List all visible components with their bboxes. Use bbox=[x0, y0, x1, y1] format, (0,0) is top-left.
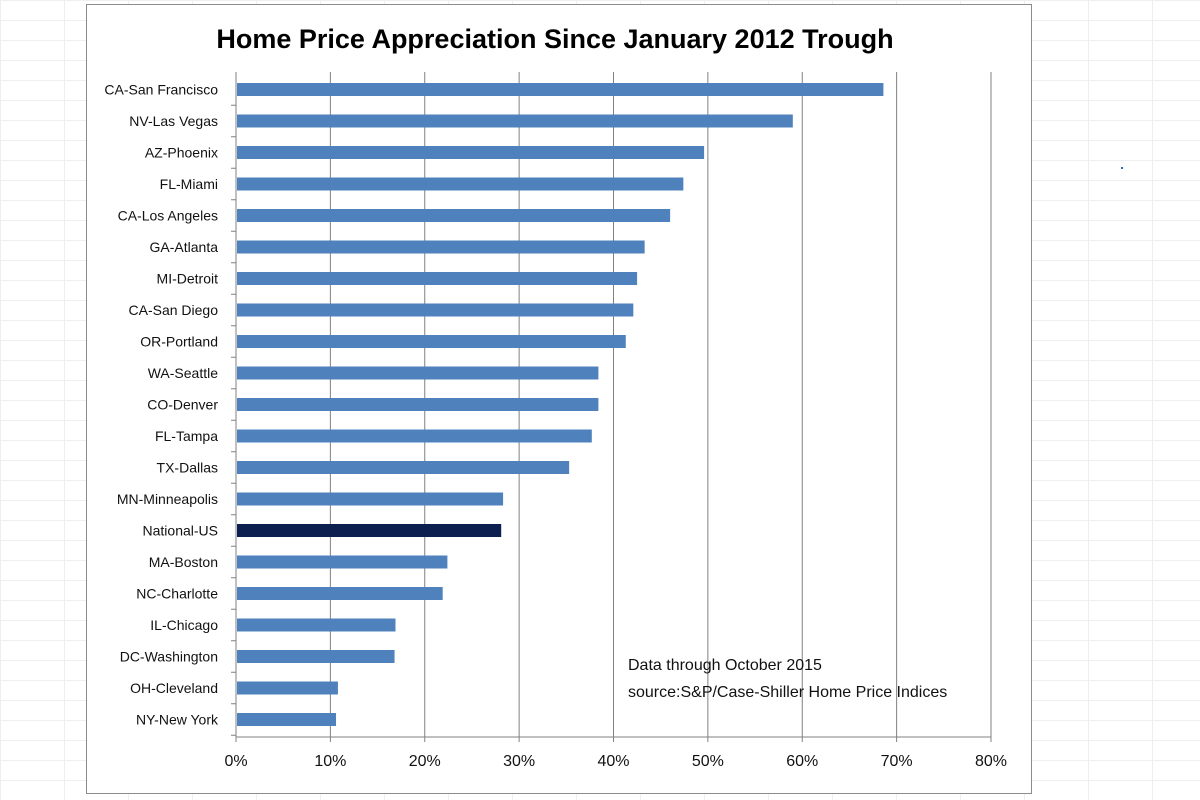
bar-ma-boston bbox=[237, 555, 448, 569]
category-label: CA-Los Angeles bbox=[118, 208, 218, 224]
chart-title: Home Price Appreciation Since January 20… bbox=[216, 24, 893, 54]
x-tick-label: 0% bbox=[224, 753, 247, 770]
bar-nv-las-vegas bbox=[237, 114, 793, 128]
x-tick-label: 10% bbox=[314, 753, 346, 770]
category-label: AZ-Phoenix bbox=[145, 145, 218, 161]
bars bbox=[237, 83, 884, 726]
bar-tx-dallas bbox=[237, 461, 570, 474]
category-label: CA-San Francisco bbox=[104, 82, 218, 98]
bar-wa-seattle bbox=[237, 366, 599, 380]
category-label: NV-Las Vegas bbox=[129, 113, 218, 129]
bar-mn-minneapolis bbox=[237, 492, 504, 506]
x-tick-label: 70% bbox=[881, 753, 913, 770]
category-label: MI-Detroit bbox=[157, 271, 219, 287]
bar-ca-san-francisco bbox=[237, 83, 884, 96]
x-tick-label: 80% bbox=[975, 753, 1007, 770]
category-label: GA-Atlanta bbox=[150, 239, 219, 255]
category-label: CO-Denver bbox=[147, 397, 218, 413]
category-label: MA-Boston bbox=[149, 554, 218, 570]
category-label: OR-Portland bbox=[140, 334, 218, 350]
bar-ny-new-york bbox=[237, 713, 337, 726]
category-label: DC-Washington bbox=[120, 649, 218, 665]
category-label: TX-Dallas bbox=[157, 460, 218, 476]
bar-ca-san-diego bbox=[237, 303, 634, 317]
annotation-data-through: Data through October 2015 bbox=[628, 657, 822, 674]
bar-fl-miami bbox=[237, 177, 684, 191]
category-label: NY-New York bbox=[136, 712, 219, 728]
x-tick-label: 40% bbox=[597, 753, 629, 770]
bar-fl-tampa bbox=[237, 429, 592, 443]
category-label: IL-Chicago bbox=[150, 617, 218, 633]
bar-nc-charlotte bbox=[237, 587, 443, 600]
category-label: National-US bbox=[143, 523, 218, 539]
bar-dc-washington bbox=[237, 650, 395, 663]
category-label: CA-San Diego bbox=[129, 302, 219, 318]
bar-or-portland bbox=[237, 335, 626, 348]
bar-ga-atlanta bbox=[237, 240, 645, 254]
x-tick-label: 50% bbox=[692, 753, 724, 770]
x-tick-label: 20% bbox=[409, 753, 441, 770]
annotation-source: source:S&P/Case-Shiller Home Price Indic… bbox=[628, 684, 947, 701]
x-tick-label: 60% bbox=[786, 753, 818, 770]
category-label: OH-Cleveland bbox=[130, 680, 218, 696]
bar-ca-los-angeles bbox=[237, 209, 671, 222]
category-label: NC-Charlotte bbox=[136, 586, 218, 602]
bar-co-denver bbox=[237, 398, 599, 411]
category-label: FL-Miami bbox=[160, 176, 218, 192]
bar-il-chicago bbox=[237, 618, 396, 632]
category-labels: CA-San Francisco NV-Las Vegas AZ-Phoenix FL… bbox=[104, 82, 219, 728]
bar-national-us bbox=[237, 524, 502, 537]
stray-dot bbox=[1121, 167, 1123, 169]
category-label: MN-Minneapolis bbox=[117, 491, 218, 507]
category-label: FL-Tampa bbox=[155, 428, 218, 444]
x-tick-labels: 0% 10% 20% 30% 40% 50% 60% 70% 80% bbox=[224, 753, 1007, 770]
bar-oh-cleveland bbox=[237, 681, 338, 695]
bar-mi-detroit bbox=[237, 272, 638, 285]
category-label: WA-Seattle bbox=[148, 365, 218, 381]
bar-az-phoenix bbox=[237, 146, 705, 159]
x-tick-label: 30% bbox=[503, 753, 535, 770]
